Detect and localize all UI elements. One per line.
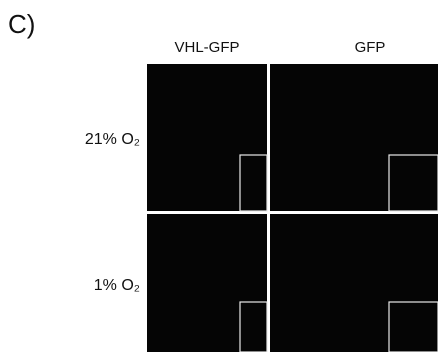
micrograph [147, 64, 267, 211]
micrograph [270, 64, 438, 211]
image-grid [147, 64, 438, 352]
micrograph [270, 214, 438, 352]
figure: C) VHL-GFP GFP 21% O₂ 1% O₂ [0, 0, 438, 352]
column-header: VHL-GFP [174, 39, 239, 56]
column-header: GFP [355, 39, 386, 56]
row-label: 21% O₂ [85, 131, 140, 148]
row-label: 1% O₂ [94, 277, 140, 294]
micrograph [147, 214, 267, 352]
panel-label: C) [8, 9, 35, 39]
